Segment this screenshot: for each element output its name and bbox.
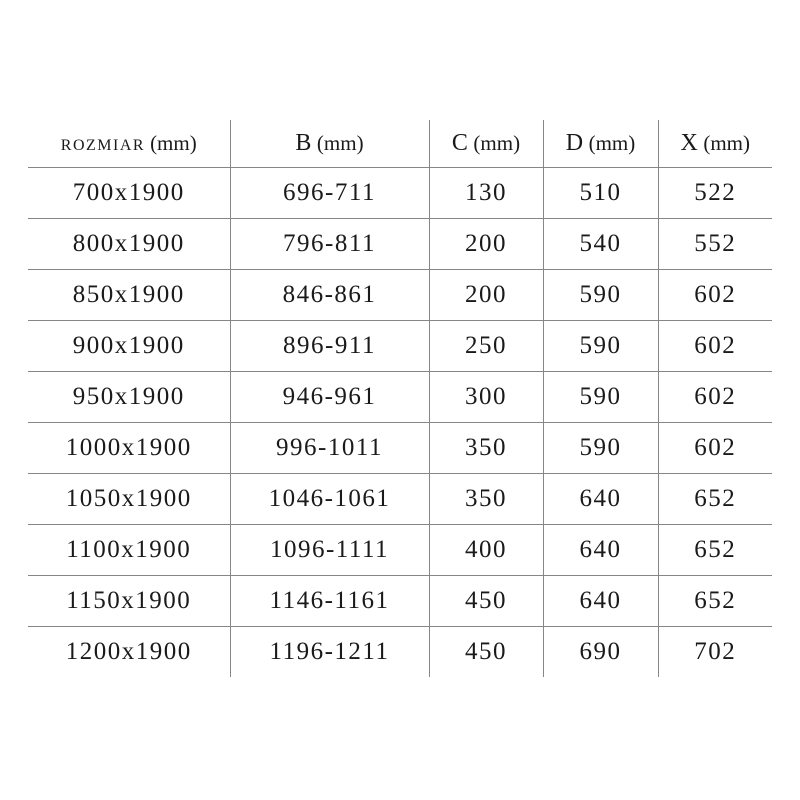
cell-rozmiar: 1050x1900	[28, 473, 230, 525]
table-row: 900x1900 896-911 250 590 602	[28, 320, 772, 372]
cell-x: 602	[657, 371, 772, 423]
cell-b: 846-861	[229, 269, 429, 321]
cell-c: 450	[428, 626, 543, 677]
cell-b: 1146-1161	[229, 575, 429, 627]
cell-b: 1096-1111	[229, 524, 429, 576]
cell-c: 350	[428, 422, 543, 474]
cell-d: 510	[542, 167, 658, 219]
column-header-label: C	[451, 130, 469, 156]
cell-c: 130	[428, 167, 543, 219]
cell-b: 796-811	[229, 218, 429, 270]
cell-d: 590	[542, 269, 658, 321]
cell-rozmiar: 1000x1900	[28, 422, 230, 474]
cell-d: 540	[542, 218, 658, 270]
column-header-unit: (mm)	[316, 131, 364, 155]
size-spec-table-container: ROZMIAR (mm) B (mm) C (mm) D (mm) X (mm) 700x…	[28, 120, 772, 677]
table-row: 950x1900 946-961 300 590 602	[28, 371, 772, 423]
cell-b: 1196-1211	[229, 626, 429, 677]
cell-b: 696-711	[229, 167, 429, 219]
cell-rozmiar: 700x1900	[28, 167, 230, 219]
column-header-b: B (mm)	[229, 120, 429, 168]
column-header-label: D	[565, 130, 584, 156]
cell-b: 946-961	[229, 371, 429, 423]
cell-c: 200	[428, 269, 543, 321]
cell-c: 350	[428, 473, 543, 525]
cell-x: 652	[657, 473, 772, 525]
cell-x: 702	[657, 626, 772, 677]
cell-d: 640	[542, 575, 658, 627]
column-header-rozmiar: ROZMIAR (mm)	[28, 120, 230, 168]
cell-rozmiar: 850x1900	[28, 269, 230, 321]
cell-d: 590	[542, 320, 658, 372]
cell-rozmiar: 900x1900	[28, 320, 230, 372]
column-header-unit: (mm)	[473, 131, 521, 155]
cell-x: 602	[657, 269, 772, 321]
column-header-c: C (mm)	[428, 120, 543, 168]
cell-b: 1046-1061	[229, 473, 429, 525]
table-row: 850x1900 846-861 200 590 602	[28, 269, 772, 321]
cell-rozmiar: 1150x1900	[28, 575, 230, 627]
table-row: 700x1900 696-711 130 510 522	[28, 167, 772, 219]
cell-x: 522	[657, 167, 772, 219]
table-row: 800x1900 796-811 200 540 552	[28, 218, 772, 270]
table-row: 1050x1900 1046-1061 350 640 652	[28, 473, 772, 525]
column-header-label: X	[680, 130, 699, 156]
cell-d: 640	[542, 524, 658, 576]
cell-c: 300	[428, 371, 543, 423]
cell-rozmiar: 950x1900	[28, 371, 230, 423]
column-header-label: ROZMIAR	[60, 137, 146, 154]
cell-c: 400	[428, 524, 543, 576]
cell-d: 690	[542, 626, 658, 677]
cell-d: 590	[542, 422, 658, 474]
cell-x: 552	[657, 218, 772, 270]
cell-d: 640	[542, 473, 658, 525]
cell-x: 652	[657, 575, 772, 627]
column-header-unit: (mm)	[150, 131, 197, 155]
header-row: ROZMIAR (mm) B (mm) C (mm) D (mm) X (mm)	[28, 120, 772, 168]
cell-x: 652	[657, 524, 772, 576]
column-header-unit: (mm)	[588, 131, 636, 155]
column-header-x: X (mm)	[657, 120, 772, 168]
cell-d: 590	[542, 371, 658, 423]
table-row: 1150x1900 1146-1161 450 640 652	[28, 575, 772, 627]
cell-c: 200	[428, 218, 543, 270]
cell-rozmiar: 800x1900	[28, 218, 230, 270]
column-header-unit: (mm)	[703, 131, 750, 155]
cell-c: 450	[428, 575, 543, 627]
cell-rozmiar: 1100x1900	[28, 524, 230, 576]
table-row: 1000x1900 996-1011 350 590 602	[28, 422, 772, 474]
cell-b: 896-911	[229, 320, 429, 372]
column-header-d: D (mm)	[542, 120, 658, 168]
column-header-label: B	[295, 130, 312, 156]
cell-rozmiar: 1200x1900	[28, 626, 230, 677]
cell-x: 602	[657, 422, 772, 474]
size-spec-table: ROZMIAR (mm) B (mm) C (mm) D (mm) X (mm) 700x…	[28, 120, 772, 677]
cell-b: 996-1011	[229, 422, 429, 474]
cell-x: 602	[657, 320, 772, 372]
table-row: 1100x1900 1096-1111 400 640 652	[28, 524, 772, 576]
cell-c: 250	[428, 320, 543, 372]
table-row: 1200x1900 1196-1211 450 690 702	[28, 626, 772, 677]
